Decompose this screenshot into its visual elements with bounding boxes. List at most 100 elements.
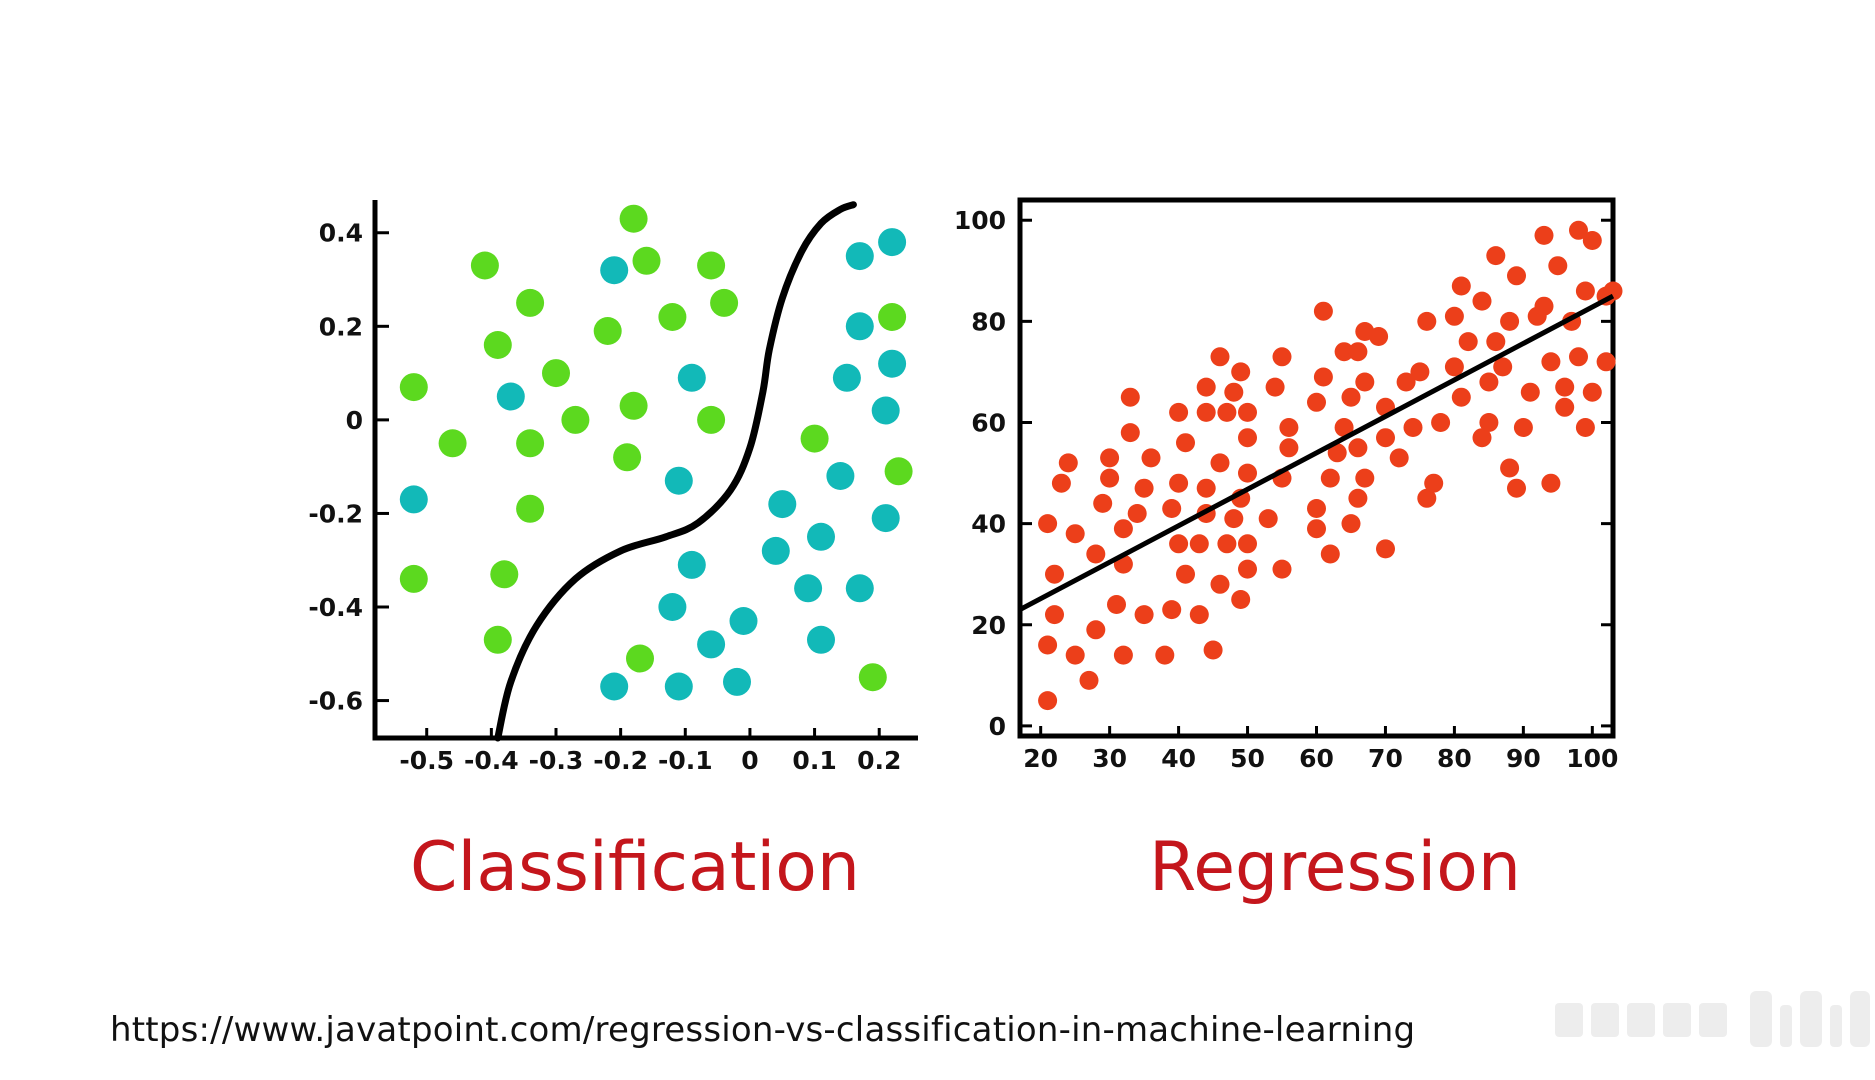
data-point: [1196, 478, 1216, 498]
data-point: [1134, 478, 1154, 498]
data-point: [1189, 534, 1209, 554]
y-tick-label: 100: [954, 206, 1006, 235]
class-a-point: [697, 405, 726, 434]
data-point: [1424, 473, 1444, 493]
class-b-point: [658, 593, 687, 621]
data-point: [1093, 493, 1113, 513]
y-tick-label: 20: [971, 611, 1006, 640]
data-point: [1307, 392, 1326, 412]
class-b-point: [664, 466, 693, 495]
classification-y-ticks: 0.4 0.2 0 -0.2 -0.4 -0.6: [308, 219, 389, 716]
data-point: [1162, 499, 1182, 518]
data-point: [1500, 458, 1520, 478]
data-point: [1417, 311, 1437, 331]
data-point: [1210, 453, 1230, 473]
regression-x-ticks: 20 30 40 50 60 70 80 90 100: [1023, 726, 1618, 773]
data-point: [1100, 468, 1120, 488]
class-a-point: [593, 317, 622, 345]
regression-fit-line: [1018, 293, 1615, 612]
class-b-point: [496, 382, 525, 411]
data-point: [1238, 402, 1257, 422]
data-point: [1341, 387, 1361, 407]
data-point: [1113, 645, 1133, 665]
class-a-point: [800, 424, 829, 453]
data-point: [1334, 342, 1354, 362]
regression-points: [1038, 220, 1623, 711]
class-b-point: [878, 349, 907, 378]
class-b-point: [600, 256, 629, 285]
data-point: [1555, 377, 1575, 397]
data-point: [1541, 473, 1561, 493]
data-point: [1086, 544, 1106, 564]
class-b-point: [826, 462, 855, 490]
x-tick-label: -0.4: [464, 746, 519, 775]
x-tick-label: 50: [1230, 744, 1265, 773]
data-point: [1120, 387, 1140, 407]
data-point: [1051, 473, 1071, 493]
data-point: [1238, 559, 1257, 579]
class-b-point: [677, 363, 706, 392]
data-point: [1258, 509, 1278, 529]
x-tick-label: 0: [741, 746, 758, 775]
class-b-point: [807, 625, 835, 654]
data-point: [1451, 276, 1471, 296]
classification-axes: [372, 200, 918, 741]
class-a-point: [470, 251, 499, 280]
data-point: [1320, 468, 1340, 488]
data-point: [1575, 281, 1595, 301]
data-point: [1307, 519, 1326, 539]
class-a-point: [483, 625, 512, 654]
data-point: [1231, 362, 1251, 382]
data-point: [1348, 438, 1368, 458]
y-tick-label: 0: [989, 712, 1006, 741]
data-point: [1548, 256, 1568, 276]
class-b-point: [664, 672, 693, 701]
data-point: [1217, 534, 1237, 554]
data-point: [1472, 428, 1492, 448]
x-tick-label: 20: [1023, 744, 1058, 773]
class-a-point: [561, 405, 590, 434]
class-a-point: [399, 564, 428, 593]
data-point: [1603, 281, 1623, 301]
data-point: [1507, 478, 1526, 498]
data-point: [1045, 605, 1064, 625]
x-tick-label: 80: [1437, 744, 1472, 773]
data-point: [1520, 382, 1540, 402]
x-tick-label: 30: [1092, 744, 1127, 773]
class-b-point: [807, 522, 835, 551]
classification-points: [399, 204, 913, 701]
classification-x-ticks: -0.5 -0.4 -0.3 -0.2 -0.1 0 0.1 0.2: [399, 728, 901, 775]
data-point: [1038, 635, 1058, 655]
class-b-point: [845, 574, 874, 603]
data-point: [1458, 332, 1478, 352]
class-b-point: [697, 630, 726, 659]
data-point: [1479, 413, 1499, 432]
x-tick-label: 0.1: [792, 746, 836, 775]
data-point: [1569, 220, 1588, 240]
data-point: [1224, 382, 1244, 402]
data-point: [1507, 266, 1526, 286]
source-url[interactable]: https://www.javatpoint.com/regression-vs…: [110, 1010, 1416, 1050]
regression-chart: 20 30 40 50 60 70 80 90 100 100 80 60 40 20 0 Regress…: [954, 197, 1623, 907]
data-point: [1376, 539, 1395, 559]
data-point: [1038, 514, 1058, 534]
y-tick-label: 60: [971, 408, 1006, 437]
data-point: [1238, 463, 1257, 483]
data-point: [1320, 544, 1340, 564]
y-tick-label: -0.4: [308, 593, 363, 622]
data-point: [1176, 433, 1195, 453]
class-b-point: [845, 242, 874, 271]
data-point: [1410, 362, 1430, 382]
data-point: [1058, 453, 1078, 473]
class-b-point: [832, 363, 861, 392]
data-point: [1417, 488, 1437, 508]
data-point: [1176, 564, 1195, 584]
x-tick-label: 90: [1506, 744, 1541, 773]
class-a-point: [438, 429, 467, 458]
data-point: [1155, 645, 1175, 665]
class-b-point: [729, 607, 758, 635]
data-point: [1541, 352, 1561, 372]
decision-boundary-curve: [494, 201, 857, 742]
class-a-point: [516, 288, 545, 317]
data-point: [1120, 423, 1140, 443]
